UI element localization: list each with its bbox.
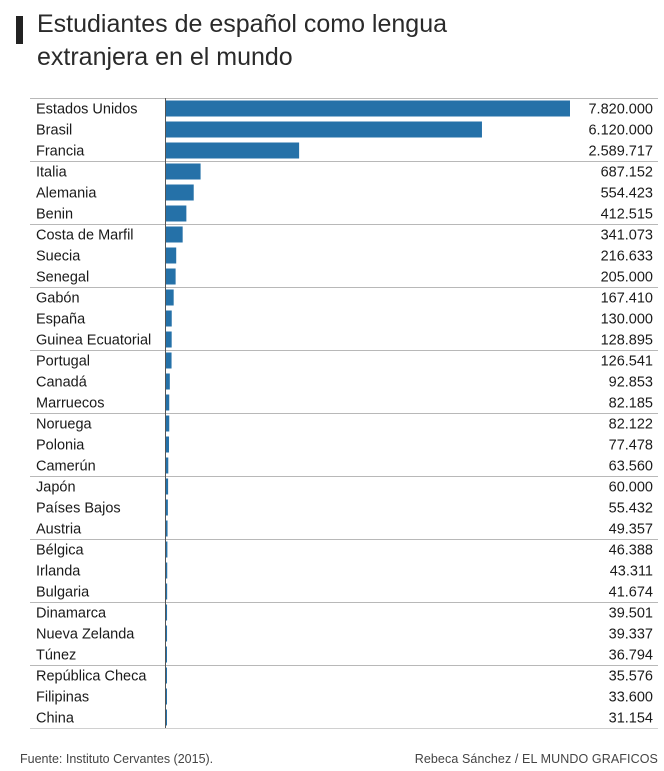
bar	[165, 394, 170, 411]
category-label: China	[36, 711, 75, 727]
bar	[165, 457, 169, 474]
bar	[165, 184, 194, 201]
category-label: República Checa	[36, 669, 147, 685]
value-label: 77.478	[609, 438, 653, 454]
category-label: Bélgica	[36, 543, 84, 559]
category-label: Costa de Marfil	[36, 228, 134, 244]
value-label: 412.515	[601, 207, 653, 223]
category-label: Austria	[36, 522, 82, 538]
bar	[165, 373, 170, 390]
bar	[165, 289, 174, 306]
category-label: Bulgaria	[36, 585, 90, 601]
bar	[165, 478, 169, 495]
category-label: Portugal	[36, 354, 90, 370]
category-label: Países Bajos	[36, 501, 121, 517]
value-label: 82.185	[609, 396, 653, 412]
bar	[165, 310, 172, 327]
category-label: Marruecos	[36, 396, 105, 412]
value-label: 55.432	[609, 501, 653, 517]
value-label: 205.000	[601, 270, 653, 286]
bar	[165, 436, 170, 453]
category-label: Polonia	[36, 438, 85, 454]
bar	[165, 205, 187, 222]
bar	[165, 352, 172, 369]
value-label: 31.154	[609, 711, 653, 727]
bar	[165, 520, 168, 537]
value-label: 2.589.717	[588, 144, 653, 160]
category-label: Noruega	[36, 417, 93, 433]
category-label: Japón	[36, 480, 76, 496]
category-label: Túnez	[36, 648, 76, 664]
bar	[165, 625, 168, 642]
bar	[165, 562, 168, 579]
bar	[165, 247, 177, 264]
category-label: Irlanda	[36, 564, 81, 580]
bar	[165, 415, 170, 432]
category-label: Francia	[36, 144, 85, 160]
value-label: 554.423	[601, 186, 653, 202]
category-label: Brasil	[36, 123, 72, 139]
value-label: 7.820.000	[588, 102, 653, 118]
value-label: 128.895	[601, 333, 653, 349]
category-label: Italia	[36, 165, 68, 181]
category-label: Dinamarca	[36, 606, 107, 622]
value-label: 341.073	[601, 228, 653, 244]
value-label: 92.853	[609, 375, 653, 391]
value-label: 216.633	[601, 249, 653, 265]
category-label: Benin	[36, 207, 73, 223]
category-label: Nueva Zelanda	[36, 627, 135, 643]
bar	[165, 541, 168, 558]
category-label: Filipinas	[36, 690, 89, 706]
value-label: 130.000	[601, 312, 653, 328]
category-label: Gabón	[36, 291, 80, 307]
value-label: 35.576	[609, 669, 653, 685]
value-label: 82.122	[609, 417, 653, 433]
credit-note: Rebeca Sánchez / EL MUNDO GRAFICOS	[414, 752, 658, 766]
value-label: 60.000	[609, 480, 653, 496]
source-note: Fuente: Instituto Cervantes (2015).	[20, 752, 214, 766]
bar	[165, 100, 570, 117]
category-label: Suecia	[36, 249, 81, 265]
value-label: 36.794	[609, 648, 653, 664]
bar	[165, 142, 300, 159]
category-label: Alemania	[36, 186, 97, 202]
bar	[165, 604, 168, 621]
value-label: 39.501	[609, 606, 653, 622]
value-label: 43.311	[610, 564, 653, 580]
value-label: 63.560	[609, 459, 653, 475]
bar	[165, 163, 201, 180]
value-label: 126.541	[601, 354, 653, 370]
chart-title: Estudiantes de español como lengua extra…	[37, 10, 448, 71]
value-label: 33.600	[609, 690, 653, 706]
bar-chart: Estados Unidos 7.820.000 Brasil 6.120.000 Fr…	[30, 98, 658, 729]
category-label: España	[36, 312, 86, 328]
value-label: 687.152	[601, 165, 653, 181]
category-label: Senegal	[36, 270, 89, 286]
category-label: Camerún	[36, 459, 96, 475]
category-label: Canadá	[36, 375, 88, 391]
bar	[165, 331, 172, 348]
value-label: 39.337	[609, 627, 653, 643]
bar	[165, 583, 168, 600]
category-label: Estados Unidos	[36, 102, 138, 118]
bar	[165, 226, 183, 243]
value-label: 167.410	[601, 291, 653, 307]
bar	[165, 268, 176, 285]
title-accent-bar	[16, 16, 23, 44]
bar	[165, 499, 168, 516]
bar	[165, 121, 482, 138]
value-label: 46.388	[609, 543, 653, 559]
value-label: 6.120.000	[588, 123, 653, 139]
category-label: Guinea Ecuatorial	[36, 333, 151, 349]
value-label: 49.357	[609, 522, 653, 538]
value-label: 41.674	[609, 585, 653, 601]
